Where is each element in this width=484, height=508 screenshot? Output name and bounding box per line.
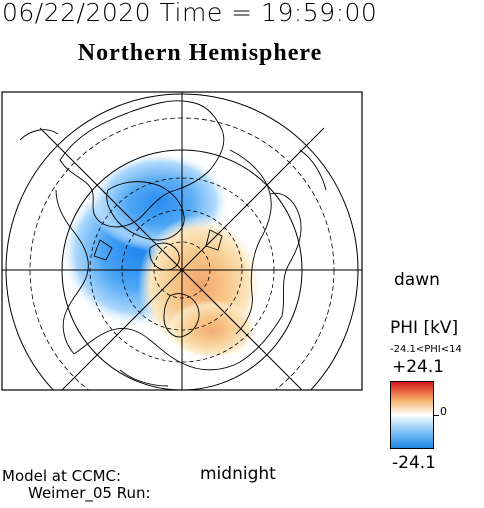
coastlines [19,100,327,387]
positive-potential-cell-lower [166,300,258,360]
color-bar-tick [434,415,439,416]
polar-map [1,91,363,391]
meridian-lines [2,92,362,390]
dawn-label: dawn [394,270,440,290]
legend-range: -24.1<PHI<14 [390,344,462,355]
legend-max-label: +24.1 [392,357,445,377]
legend-title: PHI [kV] [390,318,459,338]
legend-mid-label: 0 [440,405,447,418]
color-bar [390,381,434,449]
page-title: Northern Hemisphere [77,40,323,66]
model-label: Model at CCMC: [2,467,122,485]
timestamp: 06/22/2020 Time = 19:59:00 [2,0,378,27]
legend-min-label: -24.1 [392,453,436,473]
run-label: Weimer_05 Run: [28,484,151,502]
midnight-label: midnight [200,464,276,484]
